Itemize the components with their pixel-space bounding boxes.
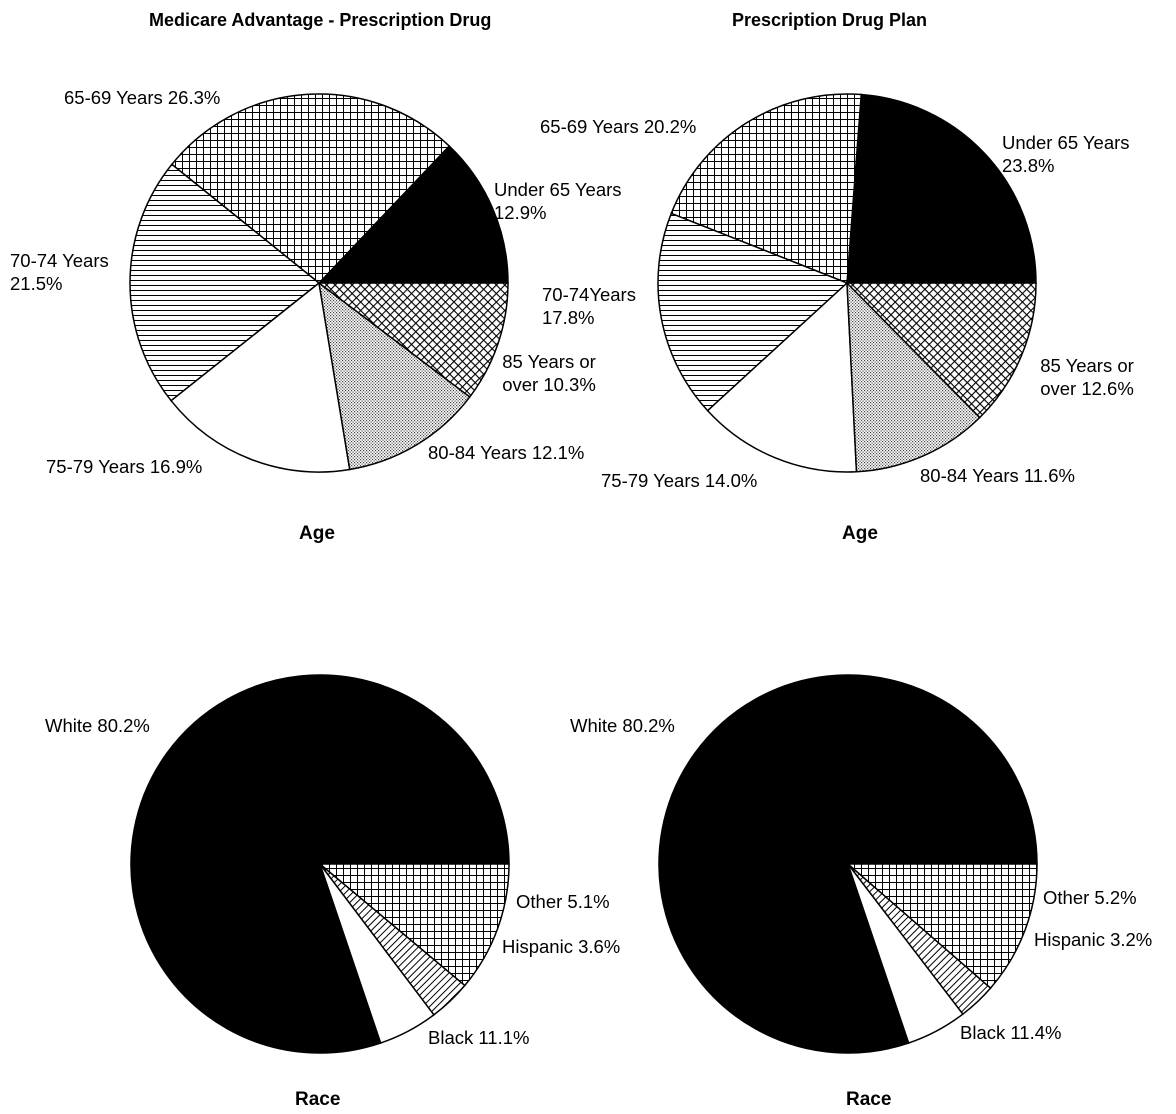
pie-slice-0-1 bbox=[170, 93, 451, 285]
slice-label: Other 5.1% bbox=[516, 891, 610, 912]
pie-slice-1-1 bbox=[670, 93, 863, 285]
pie-slice-2-3 bbox=[317, 863, 510, 987]
slice-label: 70-74 Years 21.5% bbox=[10, 250, 109, 294]
slice-label: Hispanic 3.6% bbox=[502, 936, 621, 957]
xlabel-age-right: Age bbox=[842, 523, 878, 544]
slice-label: 75-79 Years 16.9% bbox=[46, 456, 203, 477]
slice-label: 75-79 Years 14.0% bbox=[601, 470, 758, 491]
pie-slice-1-2 bbox=[657, 212, 849, 412]
slice-label: Under 65 Years 23.8% bbox=[1002, 132, 1130, 176]
title-right: Prescription Drug Plan bbox=[732, 10, 928, 30]
slice-label: 65-69 Years 26.3% bbox=[64, 87, 221, 108]
slice-label: 80-84 Years 12.1% bbox=[428, 442, 585, 463]
slice-label: Black 11.4% bbox=[960, 1022, 1062, 1043]
slice-label: 70-74Years 17.8% bbox=[542, 284, 636, 328]
pie-slice-0-5 bbox=[316, 282, 509, 399]
pie-slice-0-3 bbox=[170, 281, 351, 473]
slice-label: 80-84 Years 11.6% bbox=[920, 465, 1075, 486]
xlabel-race-right: Race bbox=[846, 1089, 892, 1110]
pie-slice-1-4 bbox=[846, 281, 981, 473]
xlabel-race-left: Race bbox=[295, 1089, 341, 1110]
title-left: Medicare Advantage - Prescription Drug bbox=[149, 10, 492, 30]
slice-label: 65-69 Years 20.2% bbox=[540, 116, 697, 137]
pie-slice-1-5 bbox=[845, 282, 1037, 419]
pie-slice-3-3 bbox=[845, 863, 1038, 990]
slice-label: White 80.2% bbox=[570, 715, 675, 736]
slice-label: 85 Years or over 12.6% bbox=[1040, 355, 1134, 399]
slice-label: Under 65 Years 12.9% bbox=[494, 179, 622, 223]
slice-label: Black 11.1% bbox=[428, 1027, 530, 1048]
slice-label: 85 Years or over 10.3% bbox=[502, 351, 596, 395]
pie-slice-0-4 bbox=[317, 281, 471, 471]
pie-slice-1-0 bbox=[846, 93, 1037, 284]
slice-label: White 80.2% bbox=[45, 715, 150, 736]
pie-slice-0-0 bbox=[317, 144, 509, 284]
slice-label: Hispanic 3.2% bbox=[1034, 929, 1153, 950]
pie-slice-0-2 bbox=[129, 163, 321, 402]
slice-label: Other 5.2% bbox=[1043, 887, 1137, 908]
xlabel-age-left: Age bbox=[299, 523, 335, 544]
pie-slice-1-3 bbox=[706, 281, 858, 473]
